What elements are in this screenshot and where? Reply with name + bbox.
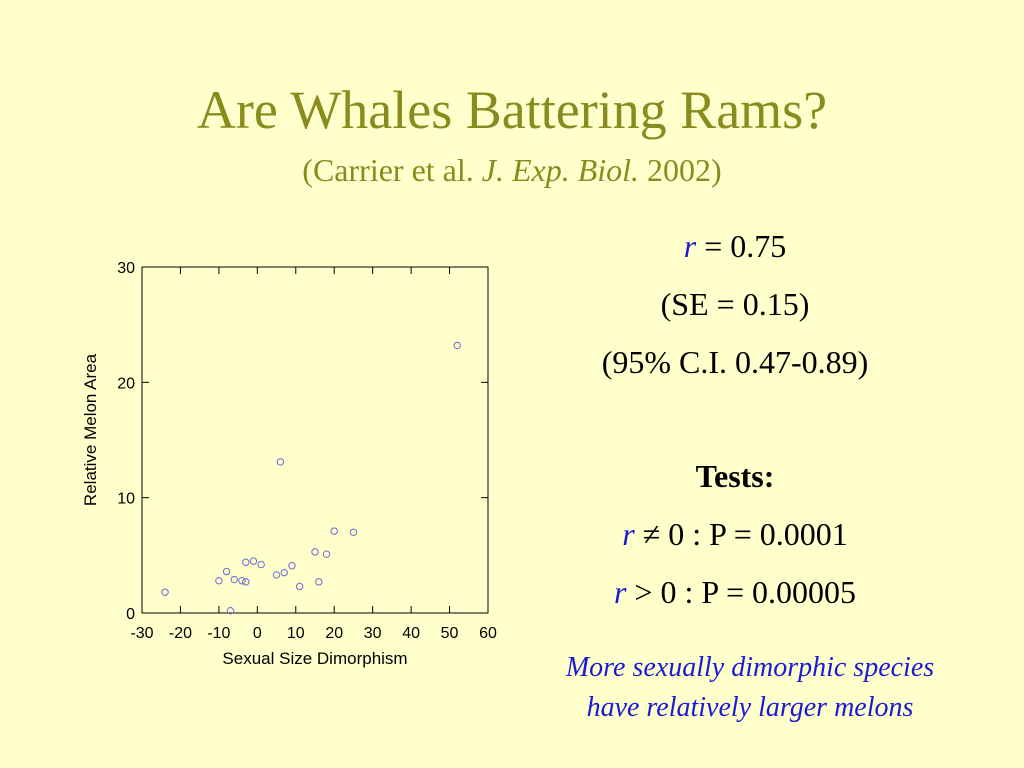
y-tick-label: 0 [126,606,135,623]
subtitle-journal: J. Exp. Biol. [481,152,640,188]
ci-line: (95% C.I. 0.47-0.89) [601,344,869,380]
data-point [215,577,223,585]
data-point [272,571,281,579]
r-symbol: r [683,228,697,264]
data-point [230,575,238,584]
data-point [295,582,304,591]
r-value: = 0.75 [696,228,787,264]
x-tick-label: 10 [287,625,305,642]
tests-heading: Tests: [695,458,775,494]
y-tick-label: 10 [117,491,135,508]
r-value-line: r = 0.75 [520,226,950,266]
x-tick-label: 0 [253,625,262,642]
slide-title: Are Whales Battering Rams? [196,80,828,140]
data-point [242,578,250,586]
test1-text: ≠ 0 : P = 0.0001 [634,516,848,552]
se-line: (SE = 0.15) [660,286,810,322]
test2-text: > 0 : P = 0.00005 [626,574,857,610]
x-axis-label: Sexual Size Dimorphism [222,649,407,668]
data-point [242,558,250,566]
x-tick-label: 50 [441,625,459,642]
test1-line: r ≠ 0 : P = 0.0001 [520,514,950,554]
test2-r-symbol: r [613,574,627,610]
data-point [257,560,265,569]
conclusion-text: More sexually dimorphic species have rel… [500,648,1000,728]
conclusion-line-2: have relatively larger melons [586,692,914,723]
test2-line: r > 0 : P = 0.00005 [520,572,950,612]
conclusion-line-1: More sexually dimorphic species [565,652,935,683]
data-point [161,588,169,596]
data-point [311,548,319,556]
data-point [276,458,285,466]
scatter-chart: -30 -20 -10 0 10 20 30 40 50 60 0 10 20 30 Sexual Size… [81,260,497,668]
data-point [288,562,296,570]
data-point [322,550,331,558]
x-tick-label: 30 [364,625,382,642]
x-tick-label: 40 [402,625,420,642]
y-axis-label: Relative Melon Area [81,353,100,506]
x-tick-label: -30 [130,625,153,642]
x-tick-label: 60 [479,625,497,642]
slide-subtitle: (Carrier et al. J. Exp. Biol. 2002) [0,150,1024,190]
plot-frame [141,266,489,614]
x-tick-label: -20 [169,625,192,642]
y-tick-label: 20 [117,375,135,392]
data-point [226,606,235,615]
subtitle-prefix: (Carrier et al. [302,152,482,188]
test1-r-symbol: r [622,516,635,552]
data-point [453,341,461,350]
subtitle-suffix: 2002) [639,152,722,188]
data-point [280,568,288,577]
x-tick-label: -10 [207,625,230,642]
x-tick-label: 20 [325,625,343,642]
data-point [315,578,323,586]
y-tick-label: 30 [117,260,135,277]
data-point [238,577,246,585]
data-point [330,527,338,535]
data-point [349,528,358,536]
data-point [222,567,231,576]
data-point [249,557,258,565]
